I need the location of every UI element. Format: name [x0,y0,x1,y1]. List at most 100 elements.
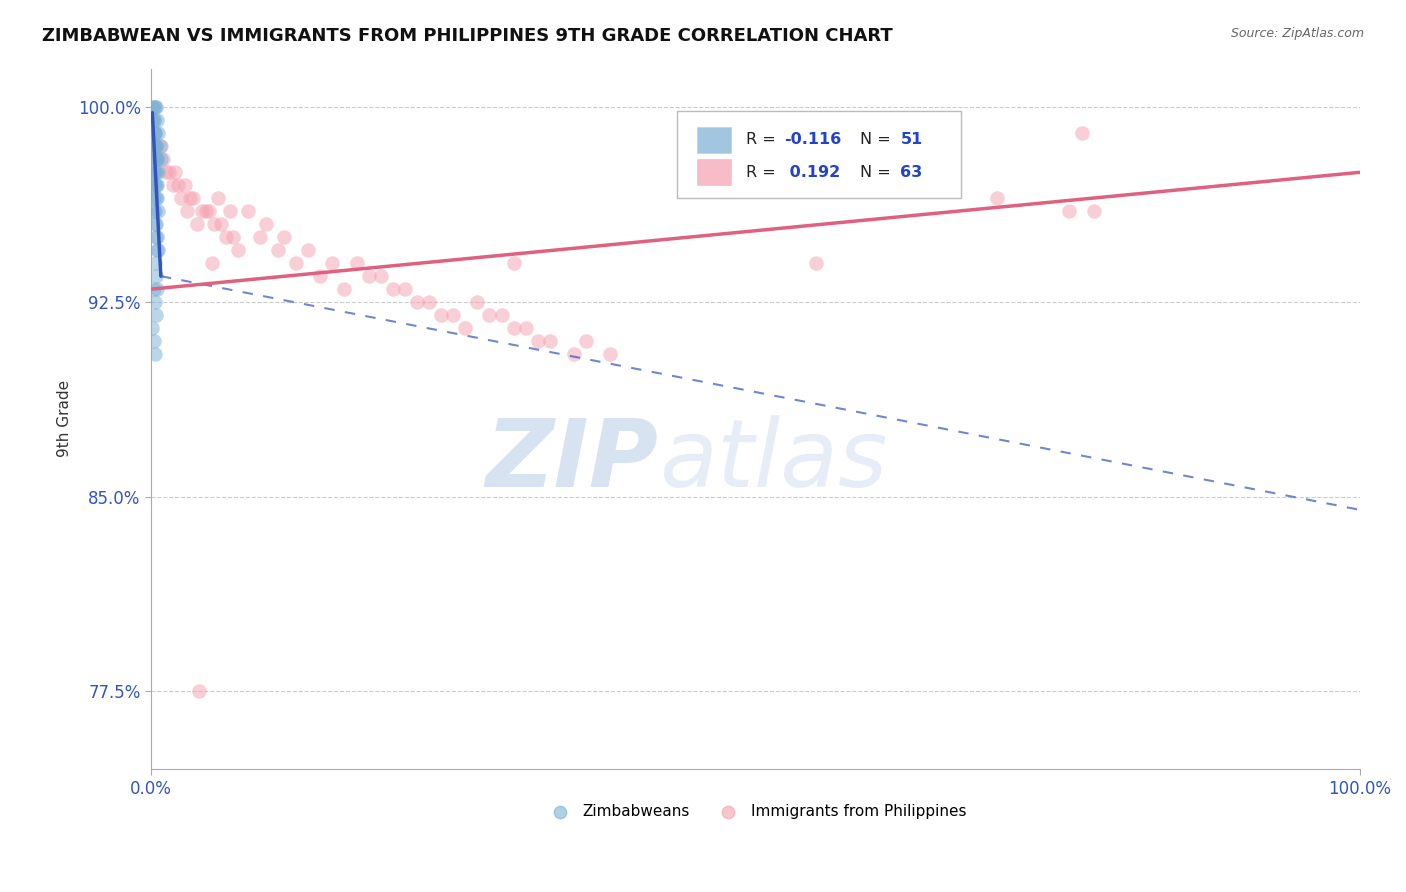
Point [141,178,163,193]
Point [209,217,232,231]
Point [143,127,166,141]
Point [267,243,290,257]
Point [1083,204,1105,219]
Point [538,334,561,348]
Point [145,165,167,179]
Point [141,113,163,128]
Point [297,243,319,257]
Point [502,256,524,270]
Text: R =: R = [745,165,780,179]
Point [515,321,537,335]
Point [198,204,221,219]
Point [162,178,184,193]
Point [146,153,169,167]
Point [183,191,205,205]
Point [599,347,621,361]
Point [215,230,238,244]
Point [142,165,165,179]
Point [166,178,188,193]
Point [142,139,165,153]
Point [478,308,501,322]
Point [145,217,167,231]
Point [145,191,167,205]
Text: ZIMBABWEAN VS IMMIGRANTS FROM PHILIPPINES 9TH GRADE CORRELATION CHART: ZIMBABWEAN VS IMMIGRANTS FROM PHILIPPINE… [42,27,893,45]
Point [562,347,585,361]
Point [146,243,169,257]
Point [142,113,165,128]
Point [146,178,169,193]
Point [170,191,193,205]
Point [145,153,167,167]
Point [148,204,170,219]
Point [191,204,214,219]
Text: 63: 63 [900,165,922,179]
Point [502,321,524,335]
Point [186,217,208,231]
FancyBboxPatch shape [697,159,731,186]
Text: 0.192: 0.192 [785,165,841,179]
Point [148,243,170,257]
Point [143,347,166,361]
FancyBboxPatch shape [676,111,960,198]
Point [149,139,172,153]
Point [179,191,201,205]
Point [222,230,245,244]
Point [218,204,240,219]
Point [1059,204,1081,219]
Point [174,178,197,193]
Point [370,269,392,284]
Point [1070,127,1092,141]
Point [146,282,169,296]
Point [194,204,217,219]
Point [143,256,166,270]
Point [527,334,550,348]
Point [575,334,598,348]
Point [986,191,1008,205]
Point [146,191,169,205]
Text: Source: ZipAtlas.com: Source: ZipAtlas.com [1230,27,1364,40]
Point [142,127,165,141]
Point [467,295,489,310]
Y-axis label: 9th Grade: 9th Grade [58,380,72,458]
Point [141,321,163,335]
Point [145,139,167,153]
Text: N =: N = [860,132,897,147]
Point [309,269,332,284]
Point [149,153,172,167]
Point [226,243,249,257]
Text: -0.116: -0.116 [785,132,842,147]
Point [418,295,440,310]
Point [142,100,165,114]
Point [165,165,187,179]
Point [394,282,416,296]
Point [333,282,356,296]
Point [142,204,165,219]
Point [145,178,167,193]
Text: N =: N = [860,165,897,179]
Point [145,269,167,284]
Point [441,308,464,322]
Point [273,230,295,244]
Point [142,282,165,296]
Point [143,165,166,179]
Legend: Zimbabweans, Immigrants from Philippines: Zimbabweans, Immigrants from Philippines [538,797,973,825]
FancyBboxPatch shape [697,127,731,153]
Point [143,295,166,310]
Point [143,178,166,193]
Point [357,269,380,284]
Text: ZIP: ZIP [486,415,658,507]
Point [454,321,477,335]
Point [143,153,166,167]
Point [321,256,343,270]
Point [804,256,827,270]
Point [142,191,165,205]
Point [200,256,222,270]
Point [146,153,169,167]
Text: atlas: atlas [658,416,887,507]
Point [249,230,271,244]
Point [285,256,308,270]
Point [145,100,167,114]
Point [145,230,167,244]
Point [157,165,180,179]
Point [155,165,177,179]
